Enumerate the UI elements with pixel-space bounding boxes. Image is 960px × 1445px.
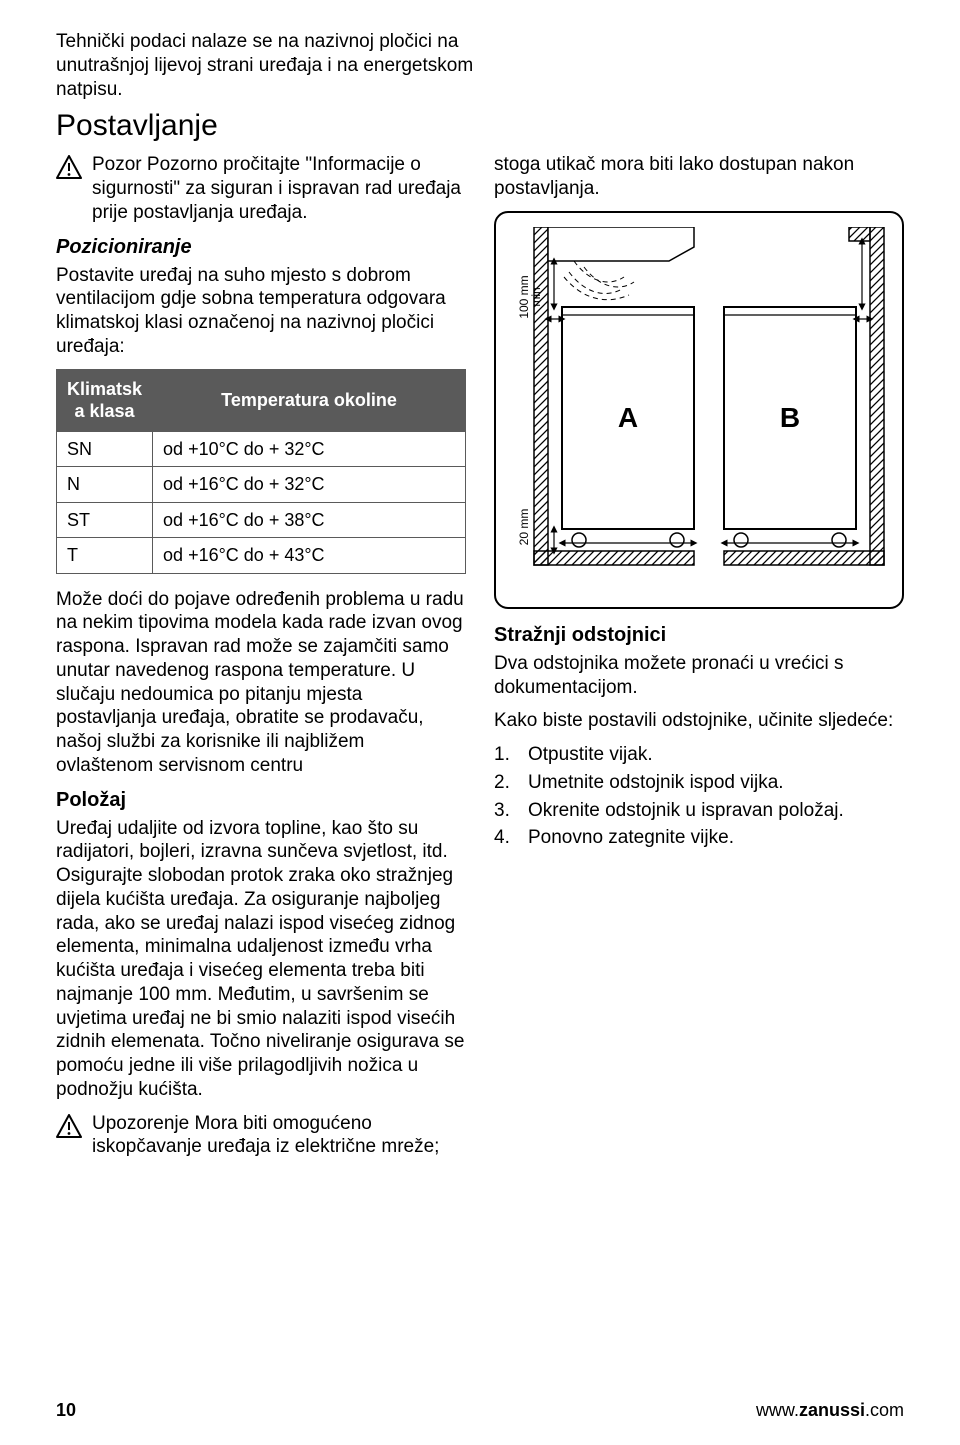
list-item: 4. Ponovno zategnite vijke. (494, 826, 904, 850)
caution-icon (56, 155, 82, 224)
diagram-min-label: min (529, 287, 543, 306)
pozic-heading: Pozicioniranje (56, 235, 466, 260)
table-cell: SN (57, 431, 153, 467)
straznji-heading: Stražnji odstojnici (494, 623, 904, 648)
installation-diagram: A 100 mm min 20 mm (494, 211, 904, 609)
diagram-label-b: B (780, 402, 800, 433)
list-item: 1. Otpustite vijak. (494, 743, 904, 767)
table-cell: od +16°C do + 43°C (153, 538, 466, 574)
list-item: 2. Umetnite odstojnik ispod vijka. (494, 771, 904, 795)
polozaj-heading: Položaj (56, 788, 466, 813)
table-row: T od +16°C do + 43°C (57, 538, 466, 574)
step-text: Otpustite vijak. (528, 743, 653, 767)
main-heading: Postavljanje (56, 109, 904, 143)
right-column: stoga utikač mora biti lako dostupan nak… (494, 153, 904, 1169)
page-number: 10 (56, 1400, 76, 1421)
table-cell: T (57, 538, 153, 574)
table-cell: N (57, 467, 153, 503)
table-row: N od +16°C do + 32°C (57, 467, 466, 503)
left-column: Pozor Pozorno pročitajte "Informacije o … (56, 153, 466, 1169)
table-cell: od +10°C do + 32°C (153, 431, 466, 467)
upozorenje-text: Upozorenje Mora biti omogućeno iskopčava… (92, 1112, 466, 1160)
table-row: SN od +10°C do + 32°C (57, 431, 466, 467)
steps-list: 1. Otpustite vijak. 2. Umetnite odstojnik … (494, 743, 904, 850)
straznji-body2: Kako biste postavili odstojnike, učinite… (494, 709, 904, 733)
footer-website: www.zanussi.com (756, 1400, 904, 1421)
step-number: 2. (494, 771, 514, 795)
polozaj-body: Uređaj udaljite od izvora topline, kao š… (56, 817, 466, 1102)
step-text: Umetnite odstojnik ispod vijka. (528, 771, 784, 795)
after-table-para: Može doći do pojave određenih problema u… (56, 588, 466, 778)
page-footer: 10 www.zanussi.com (56, 1400, 904, 1421)
table-row: ST od +16°C do + 38°C (57, 502, 466, 538)
step-text: Ponovno zategnite vijke. (528, 826, 734, 850)
straznji-body1: Dva odstojnika možete pronaći u vrećici … (494, 652, 904, 700)
step-number: 3. (494, 799, 514, 823)
step-number: 1. (494, 743, 514, 767)
climate-table: Klimatsk a klasa Temperatura okoline SN … (56, 369, 466, 574)
step-text: Okrenite odstojnik u ispravan položaj. (528, 799, 844, 823)
table-cell: ST (57, 502, 153, 538)
footer-brand: zanussi (799, 1400, 865, 1420)
pozic-body: Postavite uređaj na suho mjesto s dobrom… (56, 264, 466, 359)
table-head-class: Klimatsk a klasa (57, 369, 153, 431)
right-top-line: stoga utikač mora biti lako dostupan nak… (494, 153, 904, 201)
pozor-text: Pozor Pozorno pročitajte "Informacije o … (92, 153, 466, 224)
table-head-temp: Temperatura okoline (153, 369, 466, 431)
table-cell: od +16°C do + 38°C (153, 502, 466, 538)
list-item: 3. Okrenite odstojnik u ispravan položaj. (494, 799, 904, 823)
diagram-label-a: A (618, 402, 638, 433)
step-number: 4. (494, 826, 514, 850)
intro-text: Tehnički podaci nalaze se na nazivnoj pl… (56, 30, 476, 101)
warning-icon (56, 1114, 82, 1160)
table-cell: od +16°C do + 32°C (153, 467, 466, 503)
diagram-20mm-label: 20 mm (517, 508, 531, 545)
footer-tld: .com (865, 1400, 904, 1420)
footer-www: www. (756, 1400, 799, 1420)
